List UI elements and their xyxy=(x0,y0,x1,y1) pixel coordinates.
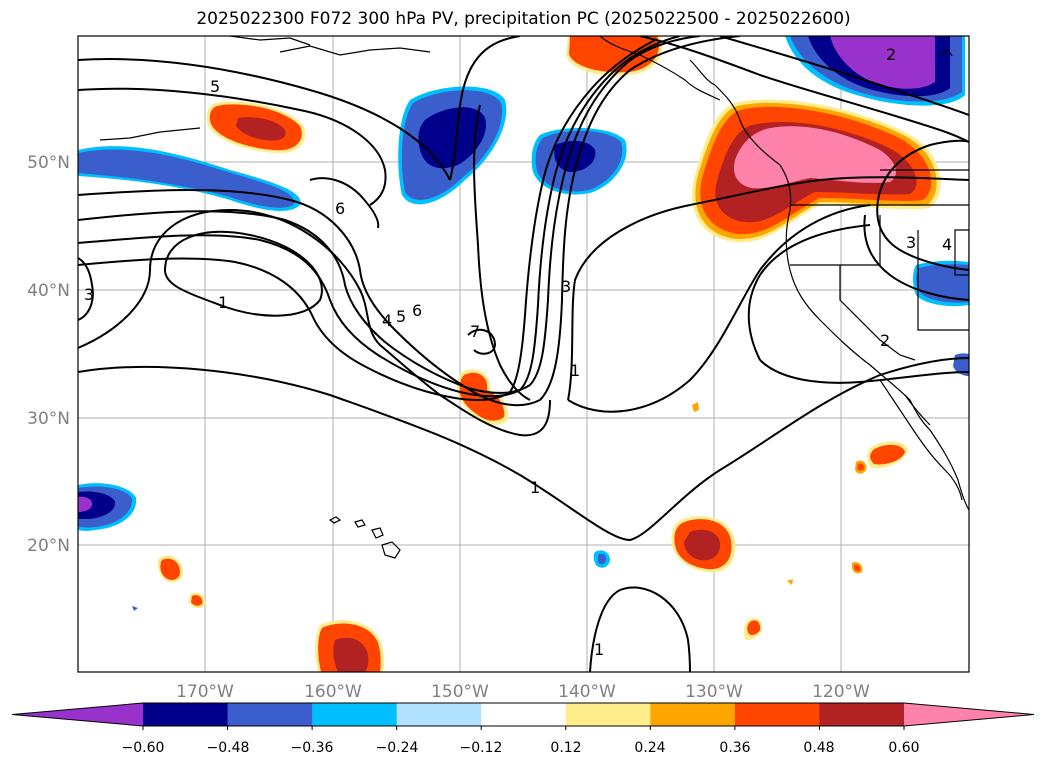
pv-contour-labels: 5 6 1 3 4 5 6 7 3 1 1 1 2 3 4 2 xyxy=(84,45,952,659)
colorbar-tick-label: −0.24 xyxy=(376,740,419,756)
lon-label-120w: 120°W xyxy=(812,682,870,702)
colorbar-extend-min xyxy=(12,703,143,726)
lon-label-130w: 130°W xyxy=(685,682,743,702)
pv-label-5-top: 5 xyxy=(210,77,220,96)
lon-label-150w: 150°W xyxy=(431,682,489,702)
pv-label-3-center: 3 xyxy=(561,277,571,296)
lat-label-30n: 30°N xyxy=(27,409,70,429)
pv-label-1-center: 1 xyxy=(570,361,580,380)
colorbar-tick-label: 0.24 xyxy=(634,740,665,756)
pv-label-7: 7 xyxy=(470,322,480,341)
colorbar-swatch xyxy=(650,703,736,726)
lon-label-170w: 170°W xyxy=(176,682,234,702)
colorbar-swatch xyxy=(396,703,482,726)
pv-label-6-trough: 6 xyxy=(412,301,422,320)
colorbar-tick-label: 0.36 xyxy=(719,740,750,756)
map-border xyxy=(77,35,970,673)
colorbar-tick-label: 0.60 xyxy=(888,740,919,756)
colorbar-tick-label: −0.36 xyxy=(291,740,334,756)
pv-label-6: 6 xyxy=(335,199,345,218)
lon-label-160w: 160°W xyxy=(304,682,362,702)
longitude-labels: 170°W 160°W 150°W 140°W 130°W 120°W xyxy=(176,682,870,702)
pv-contours xyxy=(78,36,969,672)
colorbar-tick-labels: −0.60 −0.48 −0.36 −0.24 −0.12 0.12 0.24 … xyxy=(122,740,920,756)
colorbar-swatch xyxy=(227,703,313,726)
pv-label-3-left: 3 xyxy=(84,285,94,304)
figure-title: 2025022300 F072 300 hPa PV, precipitatio… xyxy=(196,9,851,29)
colorbar-swatch xyxy=(143,703,229,726)
colorbar-tick-label: −0.60 xyxy=(122,740,165,756)
pv-label-2-east: 2 xyxy=(880,331,890,350)
colorbar-swatch xyxy=(819,703,905,726)
colorbar-swatch xyxy=(481,703,567,726)
pv-label-1-left: 1 xyxy=(218,293,228,312)
pv-label-1-bottom: 1 xyxy=(594,640,604,659)
pv-label-5: 5 xyxy=(396,307,406,326)
colorbar-tick-label: 0.48 xyxy=(803,740,834,756)
colorbar-swatch xyxy=(734,703,820,726)
latitude-labels: 50°N 40°N 30°N 20°N xyxy=(27,153,70,556)
colorbar-swatch xyxy=(565,703,651,726)
colorbar-tick-label: −0.12 xyxy=(460,740,503,756)
colorbar xyxy=(11,702,1035,730)
lat-label-40n: 40°N xyxy=(27,281,70,301)
colorbar-swatch xyxy=(312,703,398,726)
pv-label-4-east: 4 xyxy=(942,235,952,254)
pv-label-2-top: 2 xyxy=(886,45,896,64)
colorbar-extend-max xyxy=(904,703,1034,726)
pv-label-1-south: 1 xyxy=(530,478,540,497)
pv-label-4: 4 xyxy=(382,311,392,330)
lat-label-50n: 50°N xyxy=(27,153,70,173)
pv-label-3-east: 3 xyxy=(906,233,916,252)
precip-positive-anomalies xyxy=(157,36,941,672)
lon-label-140w: 140°W xyxy=(558,682,616,702)
lat-label-20n: 20°N xyxy=(27,536,70,556)
colorbar-tick-label: −0.48 xyxy=(207,740,250,756)
colorbar-tick-label: 0.12 xyxy=(550,740,581,756)
